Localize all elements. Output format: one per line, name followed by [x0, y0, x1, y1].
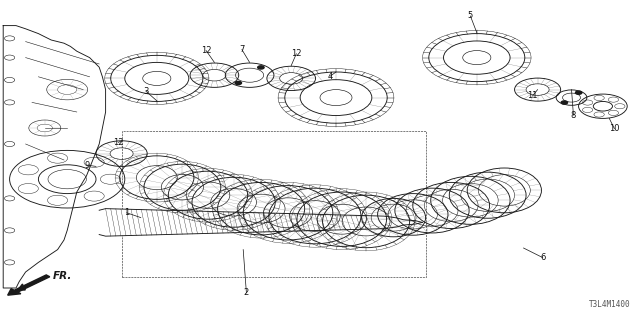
Text: 12: 12: [113, 138, 124, 147]
FancyArrow shape: [8, 275, 50, 295]
Text: FR.: FR.: [52, 271, 72, 281]
Text: 12: 12: [291, 49, 301, 58]
Polygon shape: [99, 209, 422, 236]
Text: 10: 10: [609, 124, 620, 133]
Bar: [122, 131, 426, 277]
Text: 5: 5: [468, 12, 473, 20]
Text: 1: 1: [124, 208, 129, 217]
Text: 12: 12: [201, 46, 211, 55]
Circle shape: [575, 91, 582, 94]
Circle shape: [561, 101, 568, 104]
Text: 8: 8: [571, 111, 576, 120]
Circle shape: [235, 81, 241, 84]
Text: 7: 7: [239, 45, 244, 54]
Text: 11: 11: [527, 92, 538, 100]
Text: T3L4M1400: T3L4M1400: [589, 300, 630, 309]
Circle shape: [258, 66, 264, 69]
Text: 3: 3: [143, 87, 148, 96]
Text: 4: 4: [328, 72, 333, 81]
Text: 9: 9: [84, 161, 90, 170]
Text: 6: 6: [540, 253, 545, 262]
Text: 2: 2: [244, 288, 249, 297]
